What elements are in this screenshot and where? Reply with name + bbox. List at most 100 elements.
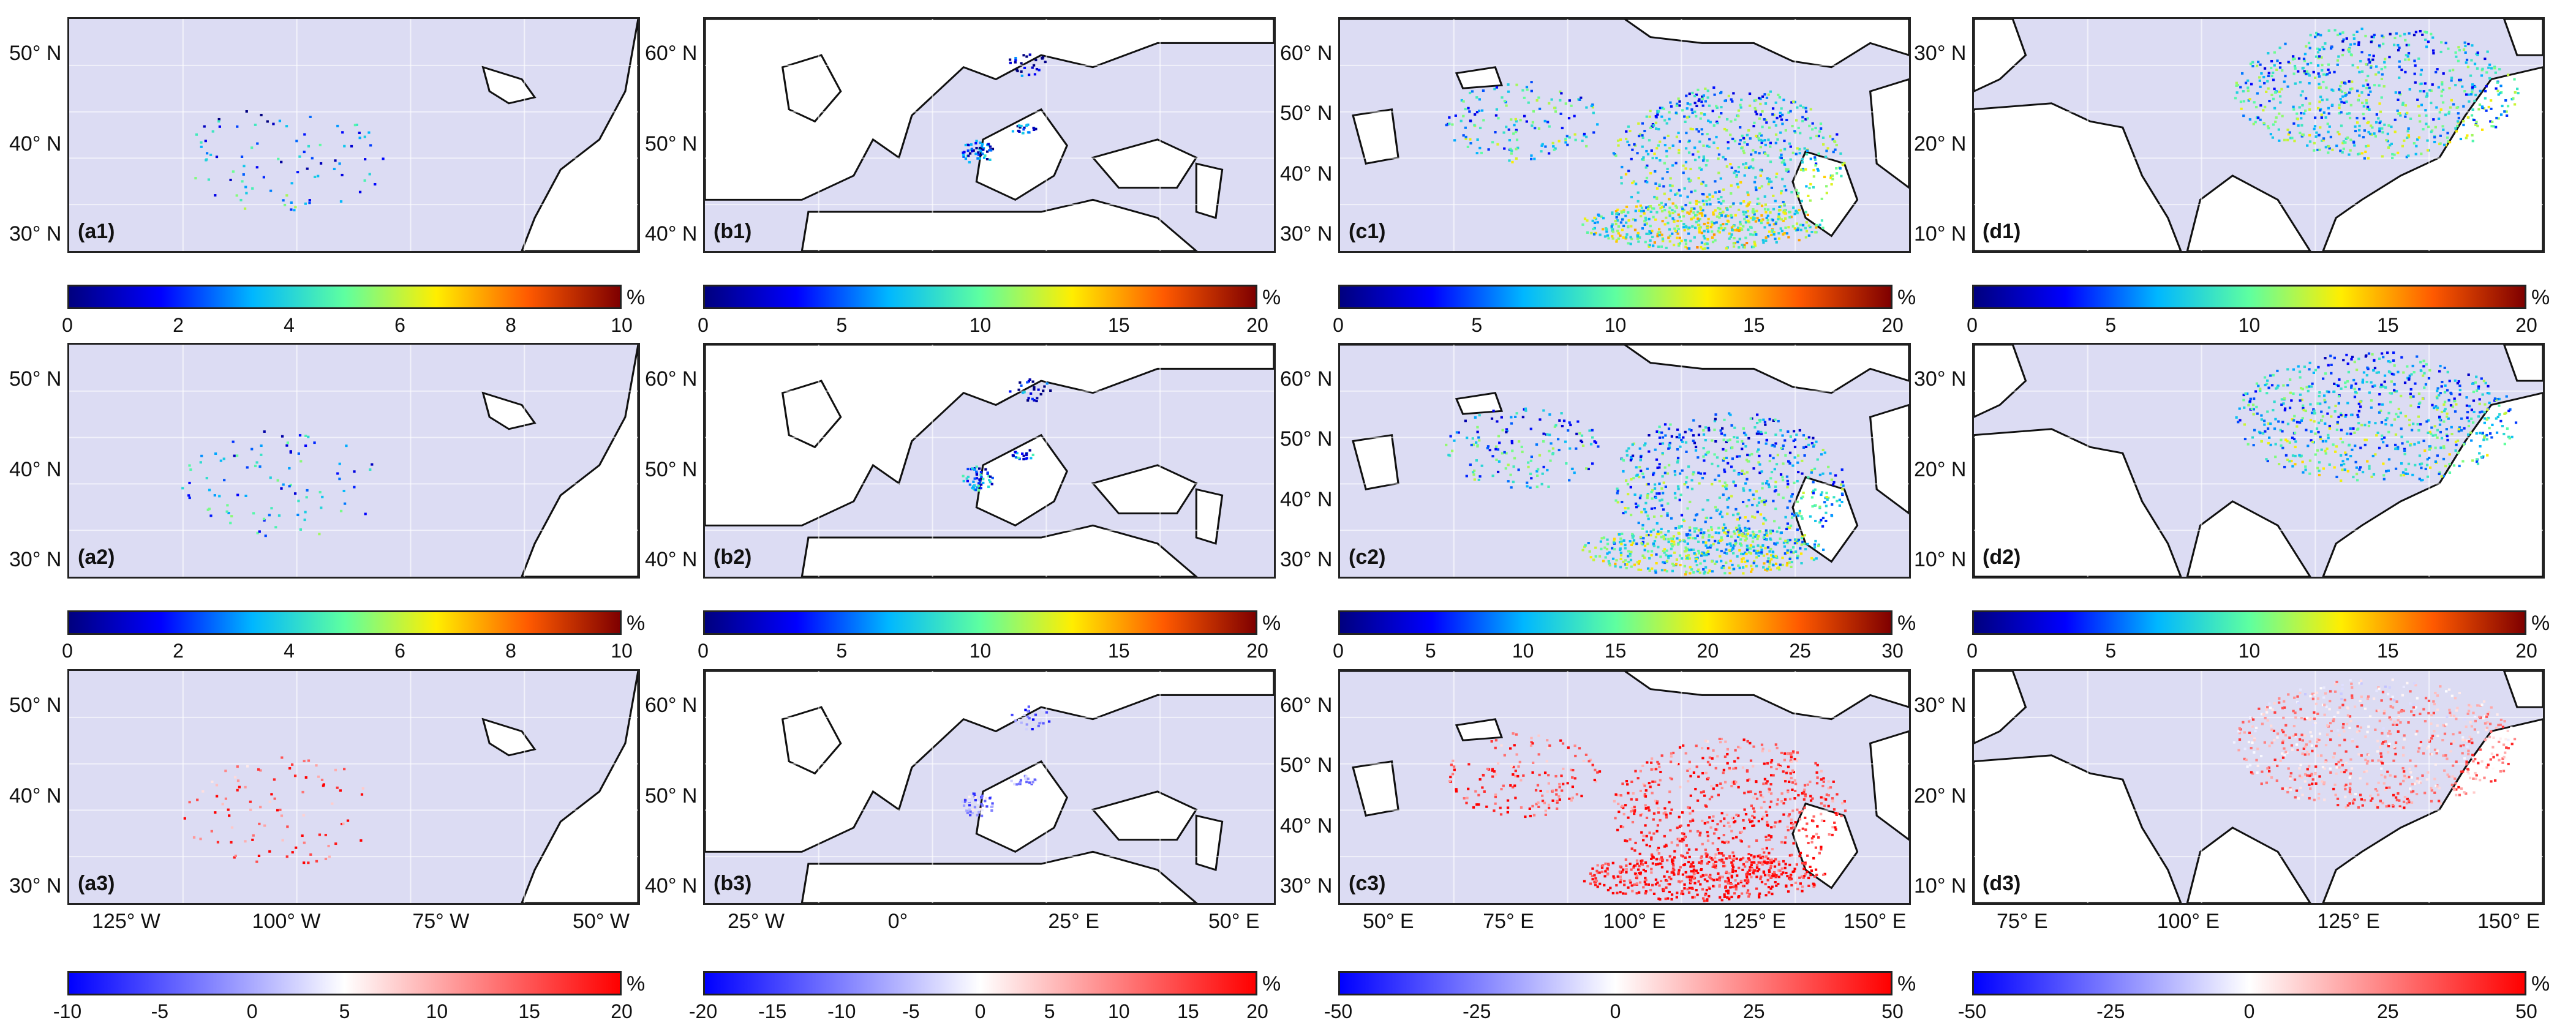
station-point <box>1045 382 1049 385</box>
station-point <box>1653 483 1657 486</box>
station-point <box>1660 107 1664 110</box>
station-point <box>1800 536 1804 539</box>
station-point <box>1718 116 1721 119</box>
station-point <box>1779 473 1783 476</box>
station-point <box>1732 480 1735 483</box>
station-point <box>302 814 305 817</box>
station-point <box>1551 452 1554 455</box>
station-point <box>2409 395 2412 399</box>
station-point <box>1728 542 1731 545</box>
station-point <box>1611 223 1614 226</box>
station-point <box>217 120 220 123</box>
station-point <box>1823 804 1826 808</box>
station-point <box>2377 117 2380 120</box>
coastline <box>975 433 1068 527</box>
station-point <box>1745 215 1749 219</box>
station-point <box>2493 399 2496 402</box>
station-point <box>2294 67 2297 70</box>
station-point <box>342 822 345 825</box>
station-point <box>1696 246 1699 249</box>
station-point <box>2420 152 2423 156</box>
station-point <box>2465 58 2469 61</box>
station-point <box>1679 220 1683 222</box>
station-point <box>990 149 993 152</box>
station-point <box>1662 492 1665 495</box>
station-point <box>1648 556 1651 560</box>
station-point <box>2360 91 2363 94</box>
station-point <box>1811 128 1814 131</box>
station-point <box>1751 515 1754 518</box>
station-point <box>2306 144 2309 147</box>
station-point <box>1804 793 1807 796</box>
station-point <box>2337 384 2340 388</box>
station-point <box>1692 571 1695 574</box>
station-point <box>1503 451 1506 454</box>
station-point <box>1673 227 1676 230</box>
station-point <box>1747 498 1750 501</box>
station-point <box>1615 239 1619 242</box>
station-point <box>2430 130 2433 133</box>
station-point <box>1019 781 1022 784</box>
station-point <box>2466 134 2469 137</box>
station-point <box>371 463 374 466</box>
station-point <box>2481 432 2484 435</box>
station-point <box>1700 207 1703 210</box>
station-point <box>2431 36 2435 39</box>
station-point <box>1769 532 1772 534</box>
station-point <box>285 444 288 447</box>
station-point <box>1008 58 1012 61</box>
station-point <box>293 492 297 495</box>
station-point <box>2324 42 2327 45</box>
station-point <box>1728 566 1731 569</box>
station-point <box>1785 168 1788 171</box>
station-point <box>1608 562 1611 565</box>
coastline <box>481 391 537 430</box>
station-point <box>1758 138 1761 141</box>
station-point <box>2433 425 2436 428</box>
station-point <box>2357 94 2361 97</box>
station-point <box>317 775 320 778</box>
station-point <box>1741 473 1744 476</box>
station-point <box>1754 176 1757 179</box>
station-point <box>1668 228 1671 231</box>
station-point <box>273 797 276 800</box>
station-point <box>2393 383 2396 386</box>
station-point <box>1695 514 1698 517</box>
station-point <box>2363 443 2367 446</box>
station-point <box>350 144 353 148</box>
station-point <box>2474 94 2477 97</box>
station-point <box>2389 400 2392 403</box>
station-point <box>2310 385 2313 388</box>
station-point <box>2359 59 2362 62</box>
station-point <box>2234 97 2237 100</box>
station-point <box>1023 391 1026 394</box>
station-point <box>1733 532 1736 535</box>
station-point <box>1720 738 1723 740</box>
station-point <box>1731 446 1734 449</box>
station-point <box>1806 152 1809 156</box>
station-point <box>303 861 306 864</box>
station-point <box>1664 203 1667 206</box>
station-point <box>1730 495 1733 498</box>
station-point <box>1019 779 1023 782</box>
station-point <box>274 526 277 529</box>
station-point <box>1787 482 1790 485</box>
station-point <box>2425 45 2428 48</box>
station-point <box>360 793 364 796</box>
station-point <box>2293 64 2297 67</box>
station-point <box>1742 738 1746 741</box>
station-point <box>1762 241 1765 244</box>
station-point <box>1743 808 1746 811</box>
station-point <box>1777 232 1780 235</box>
station-point <box>1017 124 1021 127</box>
station-point <box>1763 501 1766 504</box>
station-point <box>1705 200 1708 203</box>
station-point <box>1831 483 1835 486</box>
station-point <box>2425 114 2428 117</box>
station-point <box>1717 531 1720 534</box>
station-point <box>1823 176 1826 179</box>
colorbar <box>1972 285 2526 309</box>
station-point <box>1648 845 1652 848</box>
station-point <box>2400 435 2403 438</box>
station-point <box>1727 506 1730 509</box>
